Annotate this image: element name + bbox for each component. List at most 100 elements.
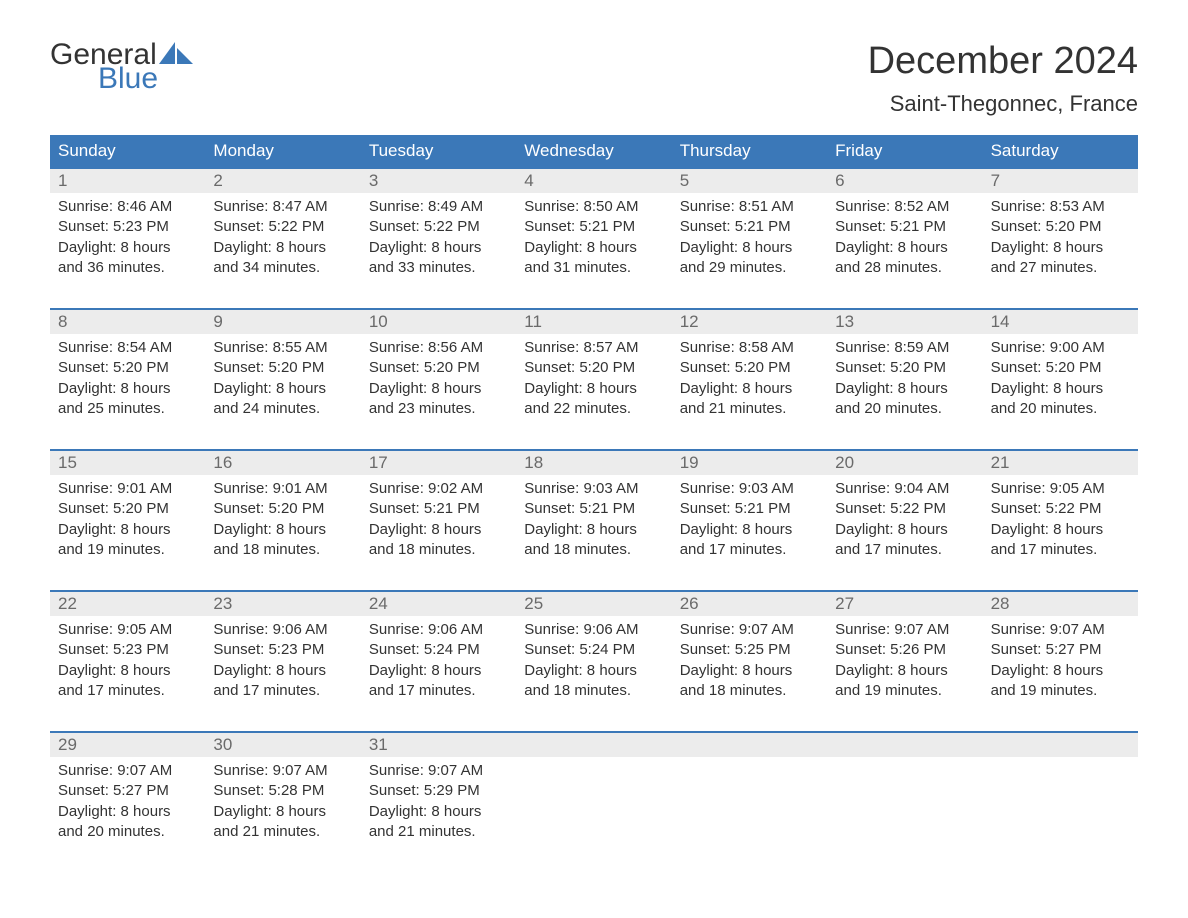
day-d1: Daylight: 8 hours [58,802,197,822]
day-number: 25 [516,592,671,616]
day-sunrise: Sunrise: 8:51 AM [680,197,819,217]
day-cell: Sunrise: 8:59 AMSunset: 5:20 PMDaylight:… [827,334,982,425]
day-cell: Sunrise: 9:01 AMSunset: 5:20 PMDaylight:… [205,475,360,566]
day-sunrise: Sunrise: 8:47 AM [213,197,352,217]
day-number: 22 [50,592,205,616]
dow-cell: Saturday [983,135,1138,167]
day-number: 12 [672,310,827,334]
title-block: December 2024 Saint-Thegonnec, France [868,40,1138,117]
dow-cell: Monday [205,135,360,167]
day-cell: Sunrise: 8:49 AMSunset: 5:22 PMDaylight:… [361,193,516,284]
day-sunset: Sunset: 5:20 PM [991,217,1130,237]
day-sunrise: Sunrise: 9:06 AM [369,620,508,640]
day-sunrise: Sunrise: 9:06 AM [213,620,352,640]
day-sunset: Sunset: 5:23 PM [213,640,352,660]
day-cell: Sunrise: 8:50 AMSunset: 5:21 PMDaylight:… [516,193,671,284]
day-d1: Daylight: 8 hours [58,379,197,399]
day-d1: Daylight: 8 hours [213,802,352,822]
day-d2: and 34 minutes. [213,258,352,278]
day-number: 13 [827,310,982,334]
day-sunrise: Sunrise: 9:07 AM [213,761,352,781]
day-of-week-header: SundayMondayTuesdayWednesdayThursdayFrid… [50,135,1138,167]
day-sunrise: Sunrise: 9:05 AM [991,479,1130,499]
day-sunset: Sunset: 5:20 PM [524,358,663,378]
day-sunrise: Sunrise: 9:00 AM [991,338,1130,358]
day-d1: Daylight: 8 hours [213,379,352,399]
day-d1: Daylight: 8 hours [835,379,974,399]
day-d2: and 17 minutes. [835,540,974,560]
dow-cell: Sunday [50,135,205,167]
day-sunset: Sunset: 5:21 PM [835,217,974,237]
day-d1: Daylight: 8 hours [58,661,197,681]
day-number: 28 [983,592,1138,616]
day-cell: Sunrise: 9:05 AMSunset: 5:23 PMDaylight:… [50,616,205,707]
day-d2: and 23 minutes. [369,399,508,419]
day-number: 31 [361,733,516,757]
day-sunset: Sunset: 5:22 PM [213,217,352,237]
daynum-strip: 293031 [50,733,1138,757]
day-number: 30 [205,733,360,757]
day-number: 9 [205,310,360,334]
day-d1: Daylight: 8 hours [369,379,508,399]
dow-cell: Thursday [672,135,827,167]
day-d1: Daylight: 8 hours [58,238,197,258]
day-d2: and 29 minutes. [680,258,819,278]
day-d2: and 18 minutes. [213,540,352,560]
day-number [983,733,1138,757]
day-d2: and 18 minutes. [524,681,663,701]
day-sunset: Sunset: 5:21 PM [369,499,508,519]
week-row: 22232425262728Sunrise: 9:05 AMSunset: 5:… [50,590,1138,707]
day-d2: and 22 minutes. [524,399,663,419]
day-d1: Daylight: 8 hours [991,238,1130,258]
day-sunset: Sunset: 5:25 PM [680,640,819,660]
day-sunset: Sunset: 5:21 PM [524,217,663,237]
day-sunrise: Sunrise: 8:58 AM [680,338,819,358]
day-d2: and 27 minutes. [991,258,1130,278]
day-sunrise: Sunrise: 8:56 AM [369,338,508,358]
day-number: 18 [516,451,671,475]
week-row: 293031Sunrise: 9:07 AMSunset: 5:27 PMDay… [50,731,1138,848]
day-number [827,733,982,757]
day-sunrise: Sunrise: 8:54 AM [58,338,197,358]
day-d1: Daylight: 8 hours [524,661,663,681]
day-d1: Daylight: 8 hours [369,661,508,681]
day-number: 7 [983,169,1138,193]
day-sunset: Sunset: 5:20 PM [991,358,1130,378]
day-cell: Sunrise: 9:05 AMSunset: 5:22 PMDaylight:… [983,475,1138,566]
day-sunrise: Sunrise: 8:59 AM [835,338,974,358]
day-cell: Sunrise: 9:04 AMSunset: 5:22 PMDaylight:… [827,475,982,566]
day-cell: Sunrise: 9:06 AMSunset: 5:23 PMDaylight:… [205,616,360,707]
day-sunrise: Sunrise: 9:03 AM [680,479,819,499]
day-d1: Daylight: 8 hours [835,238,974,258]
day-cell: Sunrise: 8:57 AMSunset: 5:20 PMDaylight:… [516,334,671,425]
day-d1: Daylight: 8 hours [524,379,663,399]
day-d1: Daylight: 8 hours [524,238,663,258]
day-d1: Daylight: 8 hours [213,238,352,258]
day-cell: Sunrise: 8:54 AMSunset: 5:20 PMDaylight:… [50,334,205,425]
day-number: 14 [983,310,1138,334]
day-d2: and 18 minutes. [680,681,819,701]
day-sunset: Sunset: 5:23 PM [58,640,197,660]
day-number: 15 [50,451,205,475]
calendar: SundayMondayTuesdayWednesdayThursdayFrid… [50,135,1138,848]
day-sunrise: Sunrise: 8:50 AM [524,197,663,217]
day-number: 29 [50,733,205,757]
day-d2: and 17 minutes. [58,681,197,701]
day-number: 23 [205,592,360,616]
day-cell: Sunrise: 8:58 AMSunset: 5:20 PMDaylight:… [672,334,827,425]
day-number: 4 [516,169,671,193]
day-sunset: Sunset: 5:22 PM [991,499,1130,519]
day-sunset: Sunset: 5:20 PM [213,358,352,378]
day-d2: and 19 minutes. [991,681,1130,701]
day-cell: Sunrise: 9:03 AMSunset: 5:21 PMDaylight:… [516,475,671,566]
day-d1: Daylight: 8 hours [58,520,197,540]
day-d1: Daylight: 8 hours [369,802,508,822]
day-sunrise: Sunrise: 9:05 AM [58,620,197,640]
day-number: 11 [516,310,671,334]
day-sunset: Sunset: 5:21 PM [680,499,819,519]
day-sunrise: Sunrise: 8:49 AM [369,197,508,217]
day-sunrise: Sunrise: 9:07 AM [680,620,819,640]
day-d1: Daylight: 8 hours [369,238,508,258]
dow-cell: Friday [827,135,982,167]
day-sunrise: Sunrise: 8:52 AM [835,197,974,217]
